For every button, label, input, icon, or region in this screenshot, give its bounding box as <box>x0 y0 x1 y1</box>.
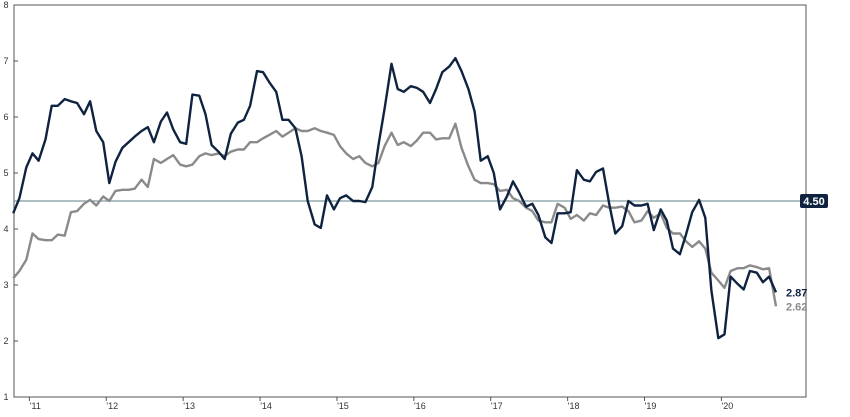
y-axis-ticks: 1 2 3 4 5 6 7 8 <box>3 0 18 402</box>
y-tick-label: 1 <box>3 392 8 402</box>
y-tick-label: 3 <box>3 280 8 290</box>
reference-badge-label: 4.50 <box>803 196 824 208</box>
y-tick-label: 7 <box>3 56 8 66</box>
series-1-line <box>12 57 778 340</box>
y-tick-label: 4 <box>3 224 8 234</box>
series-2-end-label: 2.62 <box>786 301 807 313</box>
y-tick-label: 6 <box>3 112 8 122</box>
y-tick-label: 5 <box>3 168 8 178</box>
x-tick-label: '20 <box>722 401 734 411</box>
x-tick-label: '15 <box>337 401 349 411</box>
y-tick-label: 2 <box>3 336 8 346</box>
series-1-end-label: 2.87 <box>786 287 807 299</box>
x-tick-label: '18 <box>568 401 580 411</box>
x-tick-label: '12 <box>106 401 118 411</box>
reference-badge-box <box>800 194 828 208</box>
x-tick-label: '11 <box>30 401 41 411</box>
x-tick-label: '13 <box>183 401 195 411</box>
x-tick-label: '19 <box>645 401 657 411</box>
x-tick-label: '16 <box>414 401 426 411</box>
y-tick-label: 8 <box>3 0 8 10</box>
reference-line-badge: 4.50 <box>800 194 828 208</box>
x-tick-label: '14 <box>260 401 272 411</box>
x-axis-ticks: '11 '12 '13 '14 '15 '16 '17 '18 '19 '20 <box>28 397 734 411</box>
x-tick-label: '17 <box>491 401 503 411</box>
series-layer <box>12 57 778 340</box>
series-end-labels: 2.87 2.62 <box>786 287 807 313</box>
